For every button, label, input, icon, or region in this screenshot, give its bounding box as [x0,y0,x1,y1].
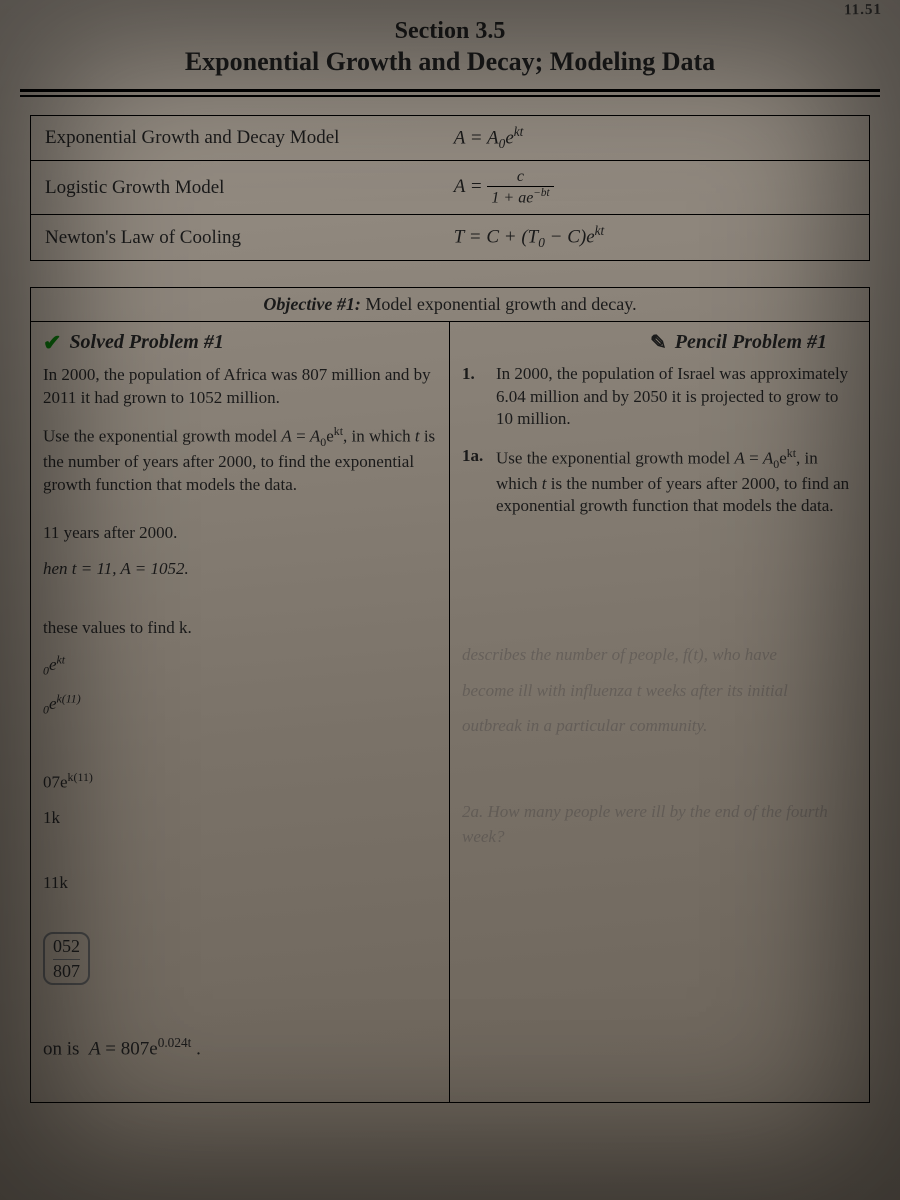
pencil-icon: ✎ [650,330,667,355]
ghost-text: outbreak in a particular community. [462,713,857,739]
work-line: 11k [43,870,437,896]
model-row: Newton's Law of Cooling T = C + (T0 − C)… [31,215,869,259]
ghost-text: 2a. How many people were ill by the end … [462,799,857,850]
question-1: 1. In 2000, the population of Israel was… [462,363,857,432]
work-line: 1k [43,805,437,831]
page-corner-tag: 11.51 [844,2,882,20]
model-row: Exponential Growth and Decay Model A = A… [31,116,869,161]
fraction-stack: 052 807 [43,932,90,985]
model-name: Newton's Law of Cooling [45,227,434,249]
pencil-title-text: Pencil Problem #1 [675,331,827,354]
ghost-text: become ill with influenza t weeks after … [462,678,857,704]
ghost-text: describes the number of people, f(t), wh… [462,642,857,668]
question-text: Use the exponential growth model A = A0e… [496,445,857,518]
pencil-column: ✎ Pencil Problem #1 1. In 2000, the popu… [450,322,869,1102]
work-line: 11 years after 2000. [43,520,437,546]
question-number: 1a. [462,445,486,518]
question-text: In 2000, the population of Israel was ap… [496,363,857,432]
stack-top: 052 [53,936,80,957]
objective-box: Objective #1: Model exponential growth a… [30,287,870,1103]
solved-intro: In 2000, the population of Africa was 80… [43,364,437,410]
solved-instruction: Use the exponential growth model A = A0e… [43,423,437,496]
model-formula: A = A0ekt [434,124,855,152]
objective-bar: Objective #1: Model exponential growth a… [31,287,869,322]
stack-bottom: 807 [53,959,80,982]
pencil-title: ✎ Pencil Problem #1 [462,330,857,355]
solved-title: ✔ Solved Problem #1 [43,330,437,356]
section-number: Section 3.5 [40,18,860,45]
check-icon: ✔ [43,330,61,356]
work-line: 07ek(11) [43,769,437,795]
work-line: these values to find k. [43,615,437,641]
problem-split: ✔ Solved Problem #1 In 2000, the populat… [31,322,869,1102]
model-name: Logistic Growth Model [45,177,434,199]
model-formula: T = C + (T0 − C)ekt [434,223,855,251]
objective-text: Model exponential growth and decay. [365,294,636,314]
section-header: Section 3.5 Exponential Growth and Decay… [0,8,900,83]
work-line: 0ek(11) [43,690,437,719]
objective-lead: Objective #1: [263,294,360,314]
model-name: Exponential Growth and Decay Model [45,127,434,149]
models-table: Exponential Growth and Decay Model A = A… [30,115,870,261]
solved-column: ✔ Solved Problem #1 In 2000, the populat… [31,322,450,1102]
model-row: Logistic Growth Model A = c1 + ae−bt [31,161,869,215]
question-1a: 1a. Use the exponential growth model A =… [462,445,857,518]
solved-answer: on is A = 807e0.024t . [43,1035,437,1060]
double-rule [20,89,880,97]
model-formula: A = c1 + ae−bt [434,169,855,206]
work-line: hen t = 11, A = 1052. [43,556,437,582]
work-line: 0ekt [43,651,437,680]
solved-title-text: Solved Problem #1 [69,331,223,354]
question-number: 1. [462,363,486,432]
section-title: Exponential Growth and Decay; Modeling D… [40,47,860,77]
